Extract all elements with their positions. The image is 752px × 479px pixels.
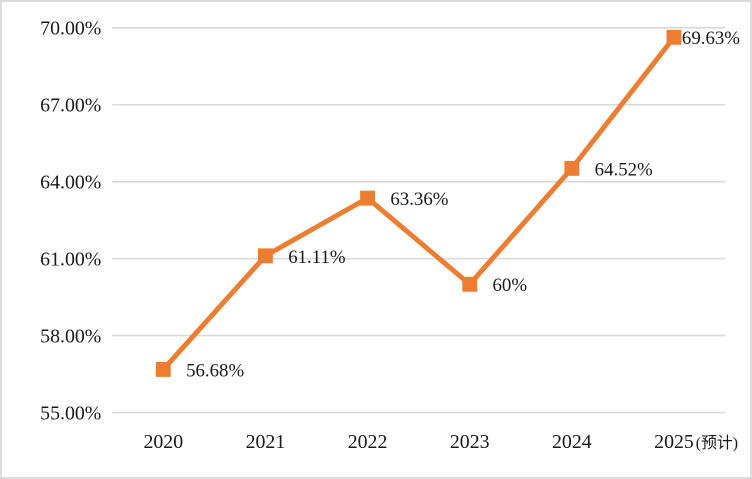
y-axis-tick-label: 58.00% (40, 326, 101, 348)
data-point-label: 60% (493, 275, 528, 296)
y-axis-tick-label: 67.00% (40, 95, 101, 117)
data-point-label: 69.63% (682, 28, 740, 49)
data-point-marker (666, 29, 682, 45)
x-axis-tick-label: 2021 (246, 431, 286, 453)
data-point-marker (155, 362, 171, 377)
data-point-marker (462, 276, 478, 292)
x-axis-tick-label: 2024 (552, 431, 592, 453)
x-axis-tick-label: 2025 (654, 431, 694, 453)
x-axis-tick-label: 2022 (348, 431, 388, 453)
y-axis-tick-label: 70.00% (40, 18, 101, 40)
y-axis-tick-label: 61.00% (40, 249, 101, 271)
data-point-marker (360, 190, 376, 206)
x-axis-tick-suffix: (预计) (696, 434, 738, 452)
y-axis-tick-label: 55.00% (40, 402, 101, 424)
data-line (161, 35, 676, 372)
data-point-marker (564, 160, 580, 176)
data-point-marker (257, 248, 273, 264)
x-axis-tick-label: 2020 (143, 431, 183, 453)
data-point-label: 61.11% (288, 247, 346, 268)
y-axis-tick-label: 64.00% (40, 172, 101, 194)
data-point-label: 63.36% (390, 189, 448, 210)
data-point-label: 64.52% (595, 159, 653, 180)
x-axis-tick-label: 2023 (450, 431, 490, 453)
data-point-label: 56.68% (186, 360, 244, 381)
